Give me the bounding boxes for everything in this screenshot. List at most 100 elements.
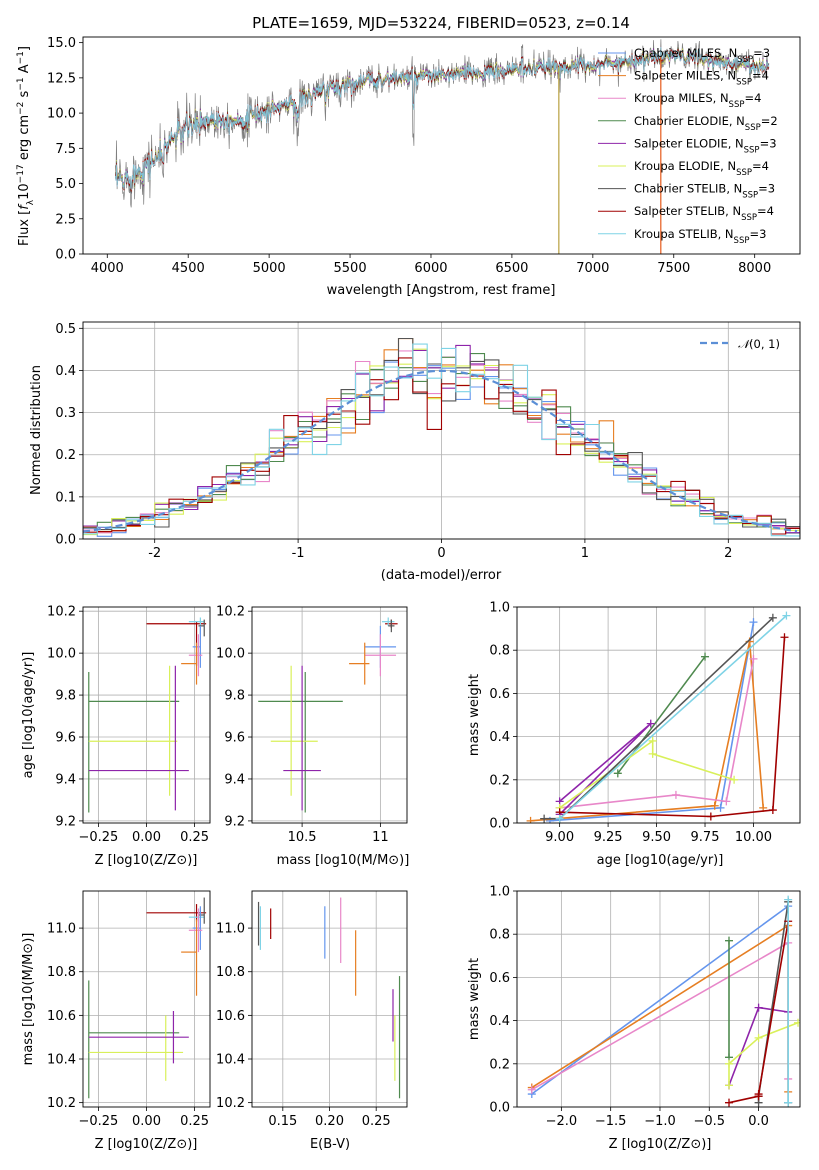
legend-label: Kroupa MILES, NSSP=4 xyxy=(634,91,761,110)
weight-marker xyxy=(725,1081,734,1090)
weight-marker xyxy=(784,895,793,904)
legend-label: Chabrier ELODIE, NSSP=2 xyxy=(634,114,778,133)
weight-marker xyxy=(613,769,622,778)
x-axis-label: Z [log10(Z/Z⊙)] xyxy=(95,853,198,868)
y-tick-label: 0.6 xyxy=(489,971,510,986)
errorbar-point-kroupa-elodie xyxy=(88,665,178,796)
y-tick-label: 9.2 xyxy=(55,814,76,829)
x-tick-label: 6000 xyxy=(414,261,447,276)
x-tick-label: 11 xyxy=(372,830,389,845)
x-tick-label: 4500 xyxy=(172,261,205,276)
y-tick-label: 10.2 xyxy=(216,1096,245,1111)
y-tick-label: 9.4 xyxy=(224,772,245,787)
weight-path xyxy=(559,658,755,809)
weight-marker xyxy=(527,1085,536,1094)
weight-path xyxy=(559,722,652,815)
weight-marker xyxy=(754,1090,763,1099)
weight-path xyxy=(531,905,789,1095)
x-tick-label: 7000 xyxy=(576,261,609,276)
age-z-axes: −0.25 0.00 0.25 9.2 9.4 9.6 9.8 10.0 10.2 xyxy=(47,605,211,845)
weight-marker xyxy=(555,814,564,823)
weight-marker xyxy=(754,1033,763,1042)
legend-label: Kroupa STELIB, NSSP=3 xyxy=(634,227,766,246)
y-axis-label: mass [log10(M/M⊙)] xyxy=(21,933,36,1066)
mass-weight-age-plot-area xyxy=(526,611,791,823)
y-tick-label: 10.0 xyxy=(47,647,76,662)
errorbar-point-salpeter-stelib xyxy=(146,904,207,922)
y-axis-label: mass weight xyxy=(467,674,482,756)
weight-marker xyxy=(749,654,758,663)
axes-frame xyxy=(82,890,211,1108)
weight-marker xyxy=(782,611,791,620)
x-tick-label: 0.20 xyxy=(315,1114,344,1129)
x-tick-label: 4000 xyxy=(91,261,124,276)
x-tick-label: 0.00 xyxy=(132,830,161,845)
weight-line-kroupa-stelib xyxy=(784,895,793,1107)
age-mass-plot-area xyxy=(258,617,398,813)
axes-frame xyxy=(82,321,801,540)
histogram-plot-area xyxy=(83,337,800,538)
y-tick-label: 0.4 xyxy=(55,364,76,379)
x-tick-label: 0.0 xyxy=(748,1114,769,1129)
x-axis-label: mass [log10(M/M⊙)] xyxy=(277,853,410,868)
y-tick-label: 1.0 xyxy=(489,885,510,900)
x-tick-label: 0 xyxy=(437,546,445,561)
x-axis-label: Z [log10(Z/Z⊙)] xyxy=(609,1137,712,1152)
x-tick-label: -2 xyxy=(148,546,161,561)
weight-marker xyxy=(754,1003,763,1012)
weight-line-salpeter-stelib xyxy=(725,917,793,1107)
x-tick-label: 5500 xyxy=(334,261,367,276)
weight-line-salpeter-stelib xyxy=(555,633,789,821)
y-tick-label: 10.8 xyxy=(216,965,245,980)
x-tick-label: 9.25 xyxy=(594,830,623,845)
weight-marker xyxy=(706,812,715,821)
errorbar-point-chabrier-elodie xyxy=(88,980,180,1099)
weight-path xyxy=(728,1022,799,1086)
x-tick-label: 5000 xyxy=(253,261,286,276)
y-tick-label: 10.4 xyxy=(216,1053,245,1068)
x-axis-label: E(B-V) xyxy=(310,1137,350,1152)
x-tick-label: 8000 xyxy=(738,261,771,276)
x-tick-label: 10.5 xyxy=(288,830,317,845)
y-tick-label: 15.0 xyxy=(47,36,76,51)
axes-frame xyxy=(251,890,408,1108)
y-tick-label: 7.5 xyxy=(55,142,76,157)
y-axis-label: Normed distribution xyxy=(29,365,44,495)
errorbar-point-salpeter-elodie xyxy=(88,1011,189,1064)
axes-frame xyxy=(251,606,408,824)
x-tick-label: −1.0 xyxy=(644,1114,676,1129)
y-tick-label: 0.0 xyxy=(489,1101,510,1116)
weight-marker xyxy=(540,814,549,823)
y-tick-label: 10.8 xyxy=(47,965,76,980)
y-tick-label: 9.8 xyxy=(224,689,245,704)
x-tick-label: 7500 xyxy=(657,261,690,276)
weight-path xyxy=(549,621,755,822)
y-axis-label: age [log10(age/yr)] xyxy=(21,652,36,779)
x-tick-label: 10.00 xyxy=(735,830,772,845)
weight-marker xyxy=(701,652,710,661)
axes-frame xyxy=(82,36,801,255)
weight-marker xyxy=(648,749,657,758)
y-tick-label: 10.0 xyxy=(47,107,76,122)
x-tick-label: 9.75 xyxy=(691,830,720,845)
y-axis-label: mass weight xyxy=(467,958,482,1040)
y-tick-label: 0.3 xyxy=(55,406,76,421)
y-tick-label: 10.6 xyxy=(47,1009,76,1024)
chart-title: PLATE=1659, MJD=53224, FIBERID=0523, z=0… xyxy=(252,14,630,32)
errorbar-point-chabrier-stelib xyxy=(198,897,205,924)
weight-marker xyxy=(780,633,789,642)
y-tick-label: 12.5 xyxy=(47,71,76,86)
y-tick-label: 0.2 xyxy=(55,448,76,463)
errorbar-point-kroupa-miles xyxy=(188,908,203,953)
legend-label: 𝒩(0, 1) xyxy=(738,337,780,351)
legend-label: Kroupa ELODIE, NSSP=4 xyxy=(634,159,769,178)
x-tick-label: 9.00 xyxy=(545,830,574,845)
y-tick-label: 10.2 xyxy=(47,605,76,620)
y-tick-label: 10.2 xyxy=(47,1096,76,1111)
weight-line-chabrier-elodie xyxy=(725,936,734,1062)
errorbar-point-salpeter-miles xyxy=(181,919,198,996)
x-tick-label: 0.00 xyxy=(132,1114,161,1129)
y-tick-label: 0.8 xyxy=(489,644,510,659)
axes-frame xyxy=(516,890,801,1108)
